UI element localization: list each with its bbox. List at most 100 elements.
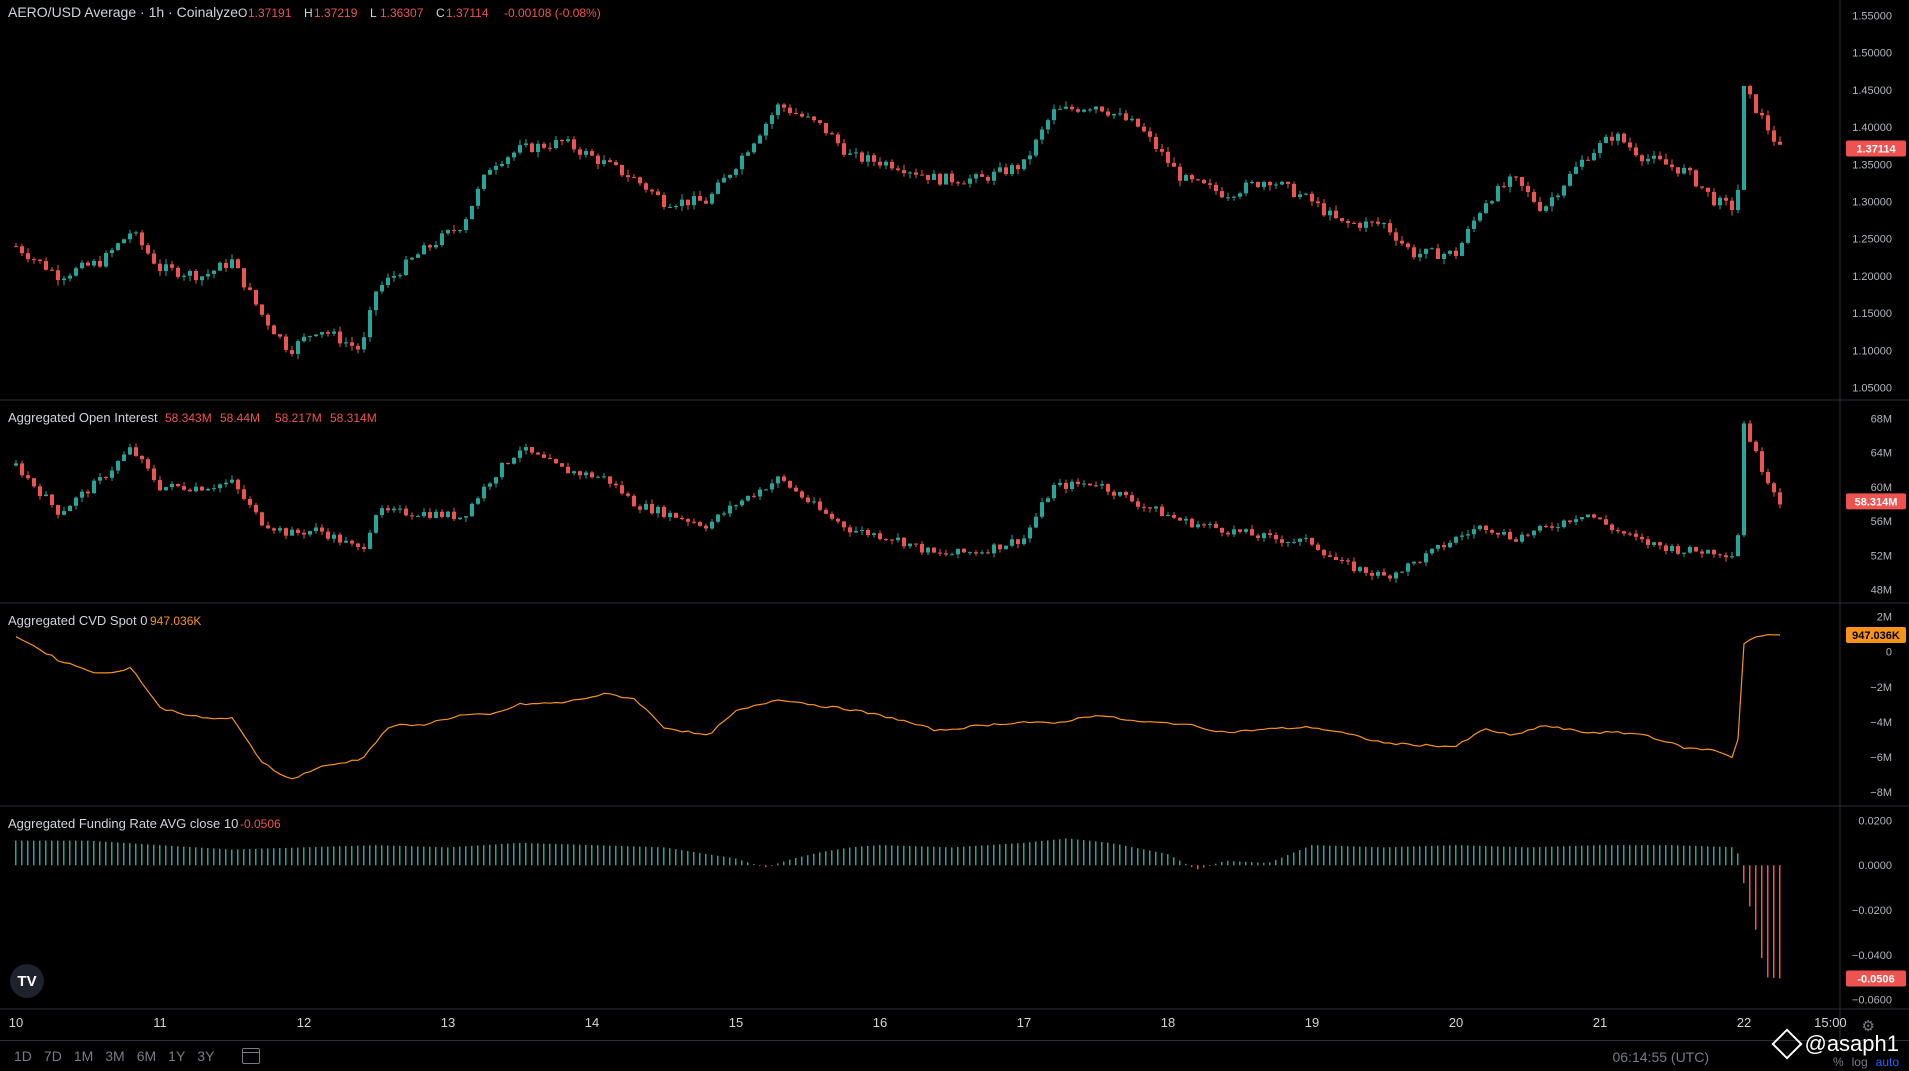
candle	[752, 495, 756, 497]
candle	[1316, 544, 1320, 550]
candle	[1532, 192, 1536, 202]
funding-bar	[417, 846, 419, 866]
candle	[1772, 483, 1776, 493]
funding-bar	[1215, 863, 1217, 866]
candle	[566, 466, 570, 474]
candle	[224, 482, 228, 485]
candle	[260, 304, 264, 315]
timeframe-6m[interactable]: 6M	[136, 1048, 157, 1064]
funding-bar	[201, 847, 203, 866]
candle	[1556, 527, 1560, 529]
funding-bar	[1161, 852, 1163, 866]
funding-bar	[639, 846, 641, 866]
funding-bar	[33, 840, 35, 866]
funding-bar	[237, 849, 239, 866]
candle	[1616, 133, 1620, 141]
candle	[446, 230, 450, 234]
candle	[1304, 537, 1308, 539]
timeframe-1m[interactable]: 1M	[73, 1048, 94, 1064]
candle	[638, 506, 642, 510]
candle	[860, 530, 864, 532]
candle	[128, 233, 132, 240]
candle	[1106, 484, 1110, 492]
candle	[1526, 185, 1530, 193]
candle	[1196, 524, 1200, 528]
funding-bar	[963, 846, 965, 866]
candle	[1394, 572, 1398, 579]
candle	[416, 516, 420, 518]
candle	[638, 177, 642, 184]
candle	[1418, 561, 1422, 563]
candle	[722, 177, 726, 183]
funding-bar	[1209, 865, 1211, 867]
candle	[440, 233, 444, 245]
candle	[1670, 545, 1674, 551]
oi-title[interactable]: Aggregated Open Interest	[8, 410, 158, 425]
candle	[146, 245, 150, 254]
log-scale-toggle[interactable]: log	[1851, 1055, 1868, 1069]
funding-title[interactable]: Aggregated Funding Rate AVG close 10	[8, 816, 238, 831]
candle	[758, 489, 762, 497]
candle	[914, 543, 918, 545]
candle	[1130, 118, 1134, 121]
timeframe-1y[interactable]: 1Y	[168, 1048, 186, 1064]
candle	[1130, 495, 1134, 502]
candle	[836, 518, 840, 522]
candle	[764, 489, 768, 491]
funding-bar	[1311, 845, 1313, 866]
candle	[986, 552, 990, 554]
x-tick-label: 22	[1737, 1015, 1751, 1030]
utc-clock[interactable]: 06:14:55 (UTC)	[1612, 1049, 1709, 1065]
candle	[122, 239, 126, 244]
candle	[1178, 517, 1182, 521]
funding-bar	[675, 849, 677, 866]
timeframe-3m[interactable]: 3M	[105, 1048, 125, 1064]
funding-bar	[1635, 845, 1637, 866]
candle	[1754, 441, 1758, 452]
cvd-title[interactable]: Aggregated CVD Spot 0	[8, 613, 147, 628]
candle	[1352, 561, 1356, 572]
y-tick-label: 1.45000	[1852, 85, 1892, 97]
funding-bar	[1725, 846, 1727, 866]
candle	[38, 259, 42, 261]
candle	[1508, 176, 1512, 187]
candle	[332, 331, 336, 334]
timeframe-1d[interactable]: 1D	[14, 1048, 32, 1064]
candle	[686, 199, 690, 206]
candle	[158, 263, 162, 272]
symbol-title[interactable]: AERO/USD Average · 1h · Coinalyze	[8, 4, 238, 20]
candle	[284, 528, 288, 536]
candle	[1706, 549, 1710, 554]
candle	[926, 547, 930, 553]
timeframe-3y[interactable]: 3Y	[197, 1048, 215, 1064]
funding-bar	[1533, 847, 1535, 866]
timeframe-7d[interactable]: 7D	[43, 1048, 62, 1064]
candle	[194, 486, 198, 492]
ohlc-key: L	[370, 6, 377, 20]
candle	[1022, 538, 1026, 545]
funding-bar	[495, 844, 497, 866]
funding-bar	[1227, 860, 1229, 866]
candle	[326, 332, 330, 334]
candle	[1334, 210, 1338, 219]
funding-bar	[651, 846, 653, 866]
funding-bar	[1665, 845, 1667, 866]
chart-canvas[interactable]: 1.55000 1.50000 1.45000 1.40000 1.35000 1.300…	[0, 0, 1909, 1040]
calendar-icon[interactable]	[242, 1048, 261, 1064]
candle	[1568, 520, 1572, 523]
auto-scale-toggle[interactable]: auto	[1875, 1055, 1899, 1069]
funding-bar	[1425, 846, 1427, 866]
candle	[662, 506, 666, 518]
percent-scale-toggle[interactable]: %	[1832, 1055, 1844, 1069]
candle	[134, 232, 138, 234]
candle	[1454, 536, 1458, 543]
funding-bar	[873, 845, 875, 866]
funding-bar	[1335, 845, 1337, 866]
tradingview-logo-icon[interactable]: TV	[10, 964, 44, 998]
funding-bar	[1203, 865, 1205, 868]
candle	[1748, 85, 1752, 95]
candle	[746, 495, 750, 501]
candle	[1382, 571, 1386, 576]
candle	[290, 350, 294, 354]
gear-icon[interactable]: ⚙	[1861, 1018, 1875, 1035]
